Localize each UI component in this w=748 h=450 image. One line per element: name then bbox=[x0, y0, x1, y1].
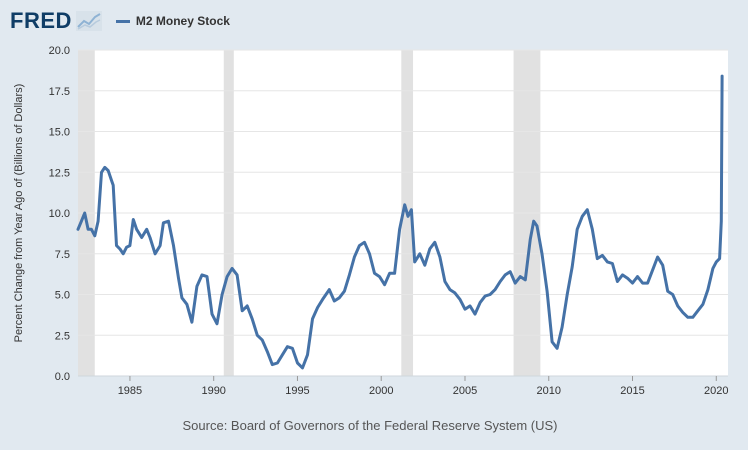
y-tick-label: 0.0 bbox=[55, 371, 70, 383]
x-tick-label: 2015 bbox=[620, 385, 644, 397]
y-tick-label: 12.5 bbox=[49, 167, 70, 179]
y-tick-label: 5.0 bbox=[55, 290, 70, 302]
x-tick-label: 2020 bbox=[704, 385, 728, 397]
series-line bbox=[76, 74, 724, 370]
y-tick-label: 17.5 bbox=[49, 86, 70, 98]
legend-label: M2 Money Stock bbox=[135, 14, 230, 28]
x-tick-label: 2000 bbox=[369, 385, 393, 397]
source-note: Source: Board of Governors of the Federa… bbox=[183, 418, 558, 433]
y-tick-label: 15.0 bbox=[49, 127, 70, 139]
fred-logo[interactable]: FRED bbox=[10, 8, 72, 33]
x-tick-label: 2005 bbox=[453, 385, 477, 397]
chart-header: FRED M2 Money Stock bbox=[10, 8, 230, 34]
legend-swatch bbox=[115, 19, 130, 23]
y-tick-label: 2.5 bbox=[55, 330, 70, 342]
y-tick-label: 20.0 bbox=[49, 45, 70, 57]
legend[interactable]: M2 Money Stock bbox=[115, 14, 230, 28]
x-tick-label: 1990 bbox=[201, 385, 225, 397]
x-tick-label: 1995 bbox=[285, 385, 309, 397]
chart-line-icon bbox=[75, 11, 102, 31]
y-tick-label: 7.5 bbox=[55, 249, 70, 261]
x-tick-label: 1985 bbox=[118, 385, 142, 397]
x-tick-label: 2010 bbox=[537, 385, 561, 397]
y-axis-label: Percent Change from Year Ago of (Billion… bbox=[13, 84, 25, 343]
y-tick-label: 10.0 bbox=[49, 208, 70, 220]
